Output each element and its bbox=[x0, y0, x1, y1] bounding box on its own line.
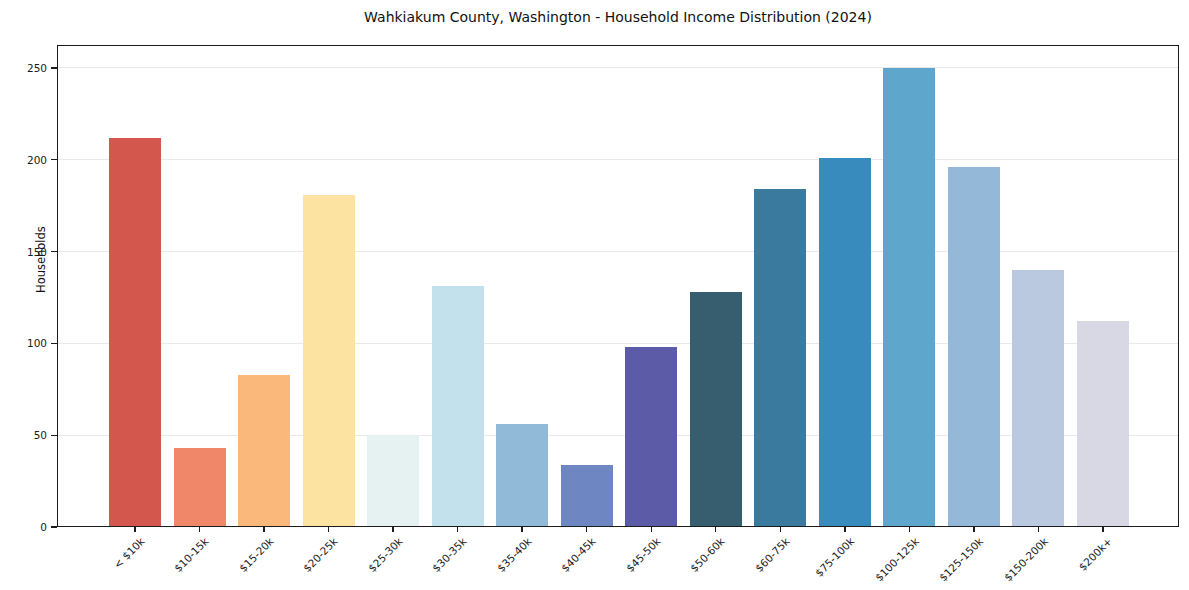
x-tick-mark bbox=[263, 527, 264, 532]
bar bbox=[367, 435, 419, 527]
gridline bbox=[57, 67, 1179, 68]
bar bbox=[238, 375, 290, 527]
bar bbox=[883, 68, 935, 527]
gridline bbox=[57, 435, 1179, 436]
bar bbox=[948, 167, 1000, 527]
y-axis-label: Households bbox=[34, 226, 48, 293]
bar bbox=[690, 292, 742, 527]
bar bbox=[432, 286, 484, 527]
y-tick-label: 200 bbox=[27, 154, 47, 166]
x-tick-mark bbox=[521, 527, 522, 532]
bar bbox=[561, 465, 613, 527]
x-tick-mark bbox=[715, 527, 716, 532]
gridline bbox=[57, 343, 1179, 344]
bar bbox=[1012, 270, 1064, 527]
x-tick-mark bbox=[586, 527, 587, 532]
y-tick-label: 250 bbox=[27, 62, 47, 74]
x-tick-mark bbox=[1038, 527, 1039, 532]
y-tick-mark bbox=[51, 67, 57, 68]
y-tick-label: 0 bbox=[40, 521, 47, 533]
bar bbox=[625, 347, 677, 527]
y-tick-mark bbox=[51, 159, 57, 160]
x-tick-mark bbox=[844, 527, 845, 532]
bar bbox=[1077, 321, 1129, 527]
bar bbox=[496, 424, 548, 527]
x-tick-mark bbox=[780, 527, 781, 532]
gridline bbox=[57, 159, 1179, 160]
figure: Wahkiakum County, Washington - Household… bbox=[0, 0, 1189, 590]
x-tick-mark bbox=[973, 527, 974, 532]
bar bbox=[174, 448, 226, 527]
x-tick-mark bbox=[328, 527, 329, 532]
bar bbox=[303, 195, 355, 527]
y-tick-mark bbox=[51, 251, 57, 252]
x-tick-mark bbox=[457, 527, 458, 532]
plot-area: 050100150200250< $10k$10-15k$15-20k$20-2… bbox=[57, 45, 1179, 527]
x-tick-mark bbox=[651, 527, 652, 532]
x-tick-mark bbox=[392, 527, 393, 532]
gridline bbox=[57, 251, 1179, 252]
y-tick-mark bbox=[51, 343, 57, 344]
y-tick-label: 100 bbox=[27, 337, 47, 349]
x-tick-mark bbox=[1102, 527, 1103, 532]
y-tick-label: 50 bbox=[34, 429, 47, 441]
bar bbox=[819, 158, 871, 527]
y-tick-label: 150 bbox=[27, 246, 47, 258]
y-tick-mark bbox=[51, 435, 57, 436]
x-tick-mark bbox=[134, 527, 135, 532]
x-tick-mark bbox=[909, 527, 910, 532]
x-tick-mark bbox=[199, 527, 200, 532]
bar bbox=[109, 138, 161, 527]
chart-title: Wahkiakum County, Washington - Household… bbox=[57, 9, 1179, 25]
bar bbox=[754, 189, 806, 527]
y-tick-mark bbox=[51, 526, 57, 527]
